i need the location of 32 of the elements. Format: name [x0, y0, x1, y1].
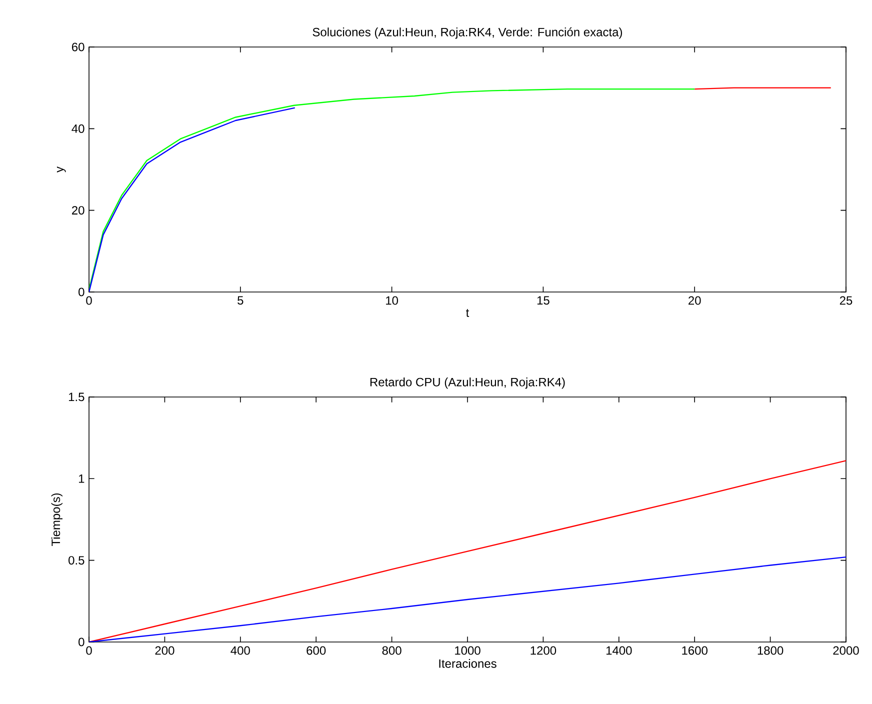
x-tick-label: 400	[230, 646, 250, 655]
y-tick-label: 1.5	[68, 392, 84, 402]
x-tick-label: 0	[86, 646, 92, 655]
chart-title: Soluciones (Azul:Heun, Roja:RK4, Verde: Función exacta)	[312, 27, 622, 39]
x-tick-label: 2000	[833, 646, 859, 655]
y-axis-title: y	[56, 166, 66, 172]
x-tick-label: 1200	[530, 646, 556, 655]
x-tick-label: 1400	[606, 646, 632, 655]
y-tick-label: 1	[78, 474, 84, 483]
x-tick-label: 5	[238, 296, 244, 305]
y-tick-label: 40	[72, 124, 84, 133]
y-axis-title: Tiempo(s)	[51, 493, 62, 546]
x-tick-label: 1000	[455, 646, 480, 655]
y-tick-label: 0.5	[68, 556, 84, 565]
y-tick-label: 0	[78, 638, 84, 646]
x-tick-label: 800	[382, 646, 402, 655]
y-tick-label: 20	[72, 206, 84, 215]
x-tick-label: 200	[155, 646, 174, 655]
y-tick-label: 0	[78, 288, 84, 296]
chart-title: Retardo CPU (Azul:Heun, Roja:RK4)	[370, 378, 565, 389]
x-tick-label: 10	[386, 296, 398, 305]
x-tick-label: 15	[537, 296, 550, 305]
x-tick-label: 25	[840, 296, 852, 305]
y-tick-label: 60	[72, 42, 84, 52]
x-tick-label: 0	[86, 296, 92, 305]
x-axis-title: Iteraciones	[439, 659, 496, 668]
x-tick-label: 1600	[682, 646, 708, 655]
x-tick-label: 600	[306, 646, 326, 655]
x-axis-title: t	[466, 309, 470, 317]
x-tick-label: 1800	[758, 646, 784, 655]
x-tick-label: 20	[688, 296, 701, 305]
line-series	[89, 107, 296, 292]
